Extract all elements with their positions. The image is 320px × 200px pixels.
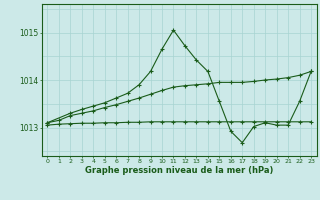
X-axis label: Graphe pression niveau de la mer (hPa): Graphe pression niveau de la mer (hPa) <box>85 166 273 175</box>
